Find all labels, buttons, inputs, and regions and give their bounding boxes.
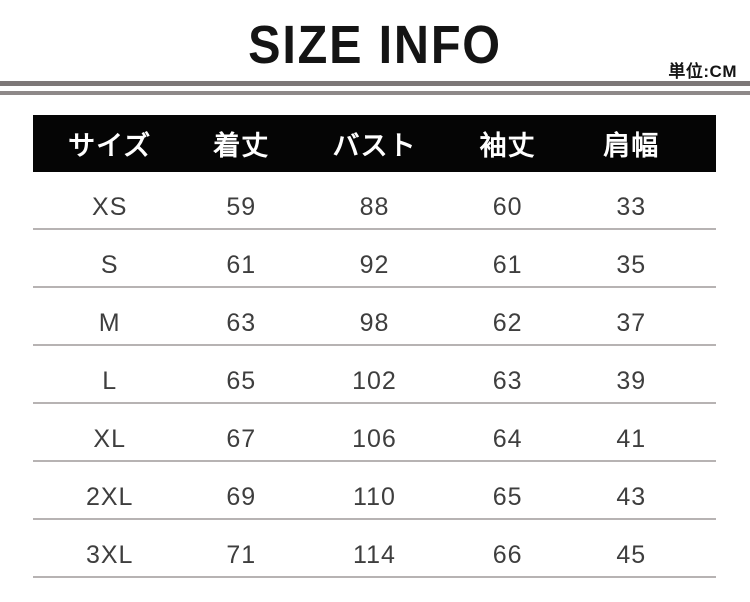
- table-row: S 61 92 61 35: [33, 229, 716, 288]
- value-cell: 67: [176, 403, 307, 462]
- header-cell: 袖丈: [442, 115, 573, 172]
- value-cell: 63: [442, 345, 573, 404]
- size-cell: XS: [33, 172, 177, 230]
- value-cell: 114: [306, 519, 443, 578]
- header-cell: 肩幅: [572, 115, 716, 172]
- value-cell: 41: [572, 403, 716, 462]
- page-title-wrap: SIZE INFO: [0, 16, 750, 74]
- size-cell: S: [33, 229, 177, 288]
- value-cell: 110: [306, 461, 443, 520]
- table-row: L 65 102 63 39: [33, 345, 716, 404]
- value-cell: 61: [176, 229, 307, 288]
- value-cell: 106: [306, 403, 443, 462]
- size-table-header: サイズ 着丈 バスト 袖丈 肩幅: [33, 115, 716, 172]
- table-row: 2XL 69 110 65 43: [33, 461, 716, 520]
- value-cell: 64: [442, 403, 573, 462]
- size-table-wrap: サイズ 着丈 バスト 袖丈 肩幅 XS 59 88 60 33 S 61 92 61 35 M 63 98 62 3…: [33, 115, 716, 578]
- value-cell: 98: [306, 287, 443, 346]
- size-cell: 2XL: [33, 461, 177, 520]
- value-cell: 33: [572, 172, 716, 230]
- value-cell: 71: [176, 519, 307, 578]
- value-cell: 61: [442, 229, 573, 288]
- header-cell: 着丈: [176, 115, 307, 172]
- value-cell: 35: [572, 229, 716, 288]
- header-cell: サイズ: [33, 115, 177, 172]
- value-cell: 60: [442, 172, 573, 230]
- size-table: サイズ 着丈 バスト 袖丈 肩幅 XS 59 88 60 33 S 61 92 61 35 M 63 98 62 3…: [33, 115, 716, 578]
- size-table-body: XS 59 88 60 33 S 61 92 61 35 M 63 98 62 37 L 65 102 63 39 XL…: [33, 172, 716, 578]
- table-row: XL 67 106 64 41: [33, 403, 716, 462]
- value-cell: 63: [176, 287, 307, 346]
- value-cell: 66: [442, 519, 573, 578]
- unit-label: 単位:CM: [668, 62, 737, 81]
- value-cell: 65: [176, 345, 307, 404]
- value-cell: 45: [572, 519, 716, 578]
- value-cell: 69: [176, 461, 307, 520]
- divider-rule-thin: [0, 91, 750, 95]
- size-cell: XL: [33, 403, 177, 462]
- value-cell: 88: [306, 172, 443, 230]
- header-row: サイズ 着丈 バスト 袖丈 肩幅: [33, 115, 716, 172]
- divider-rule-thick: [0, 81, 750, 86]
- value-cell: 43: [572, 461, 716, 520]
- value-cell: 39: [572, 345, 716, 404]
- value-cell: 59: [176, 172, 307, 230]
- table-row: XS 59 88 60 33: [33, 172, 716, 230]
- value-cell: 102: [306, 345, 443, 404]
- page-title: SIZE INFO: [248, 15, 502, 75]
- header-cell: バスト: [306, 115, 443, 172]
- size-cell: L: [33, 345, 177, 404]
- size-cell: 3XL: [33, 519, 177, 578]
- value-cell: 62: [442, 287, 573, 346]
- value-cell: 65: [442, 461, 573, 520]
- size-cell: M: [33, 287, 177, 346]
- value-cell: 37: [572, 287, 716, 346]
- value-cell: 92: [306, 229, 443, 288]
- table-row: M 63 98 62 37: [33, 287, 716, 346]
- table-row: 3XL 71 114 66 45: [33, 519, 716, 578]
